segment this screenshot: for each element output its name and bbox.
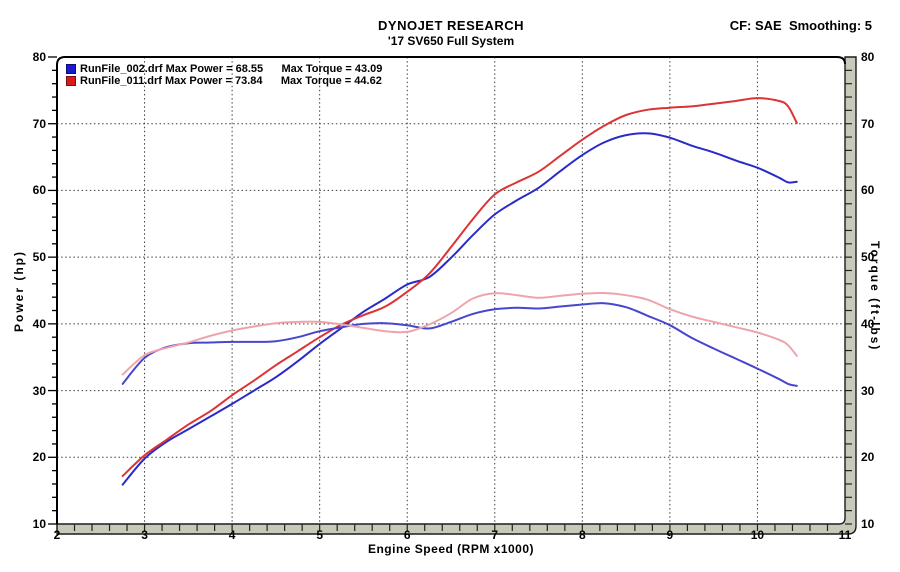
tick-label: 70 [861,116,875,131]
tick-label: 40 [32,316,46,331]
tick-label: 60 [32,183,46,198]
tick-label: 5 [316,528,323,542]
tick-label: 50 [32,250,46,265]
tick-label: 30 [861,383,875,398]
legend-label-run-011: RunFile_011.drf Max Power = 73.84 Max To… [80,75,382,87]
chart-subtitle: '17 SV650 Full System [387,34,515,48]
tick-label: 30 [32,383,46,398]
tick-label: 9 [666,528,674,542]
tick-label: 20 [861,450,875,465]
tick-label: 8 [578,528,586,542]
tick-label: 50 [861,250,875,265]
tick-label: 4 [228,528,236,542]
tick-label: 10 [32,517,46,531]
tick-label: 10 [750,528,765,542]
tick-label: 40 [861,316,875,331]
chart-title: DYNOJET RESEARCH [378,18,524,33]
tick-label: 3 [141,528,148,542]
tick-label: 11 [838,528,852,542]
tick-label: 60 [861,183,875,198]
x-axis-title: Engine Speed (RPM x1000) [367,542,535,556]
tick-label: 7 [491,528,499,542]
correction-smoothing-info: CF: SAE Smoothing: 5 [729,18,872,33]
tick-label: 10 [861,517,875,531]
tick-label: 2 [53,528,61,542]
tick-label: 70 [32,116,46,131]
tick-label: 80 [861,50,875,64]
tick-label: 80 [32,50,46,64]
tick-label: 6 [403,528,411,542]
tick-label: 20 [32,450,46,465]
legend-label-run-002: RunFile_002.drf Max Power = 68.55 Max To… [80,63,383,75]
legend-swatch-run-002 [66,64,76,74]
legend-swatch-run-011 [66,76,76,86]
